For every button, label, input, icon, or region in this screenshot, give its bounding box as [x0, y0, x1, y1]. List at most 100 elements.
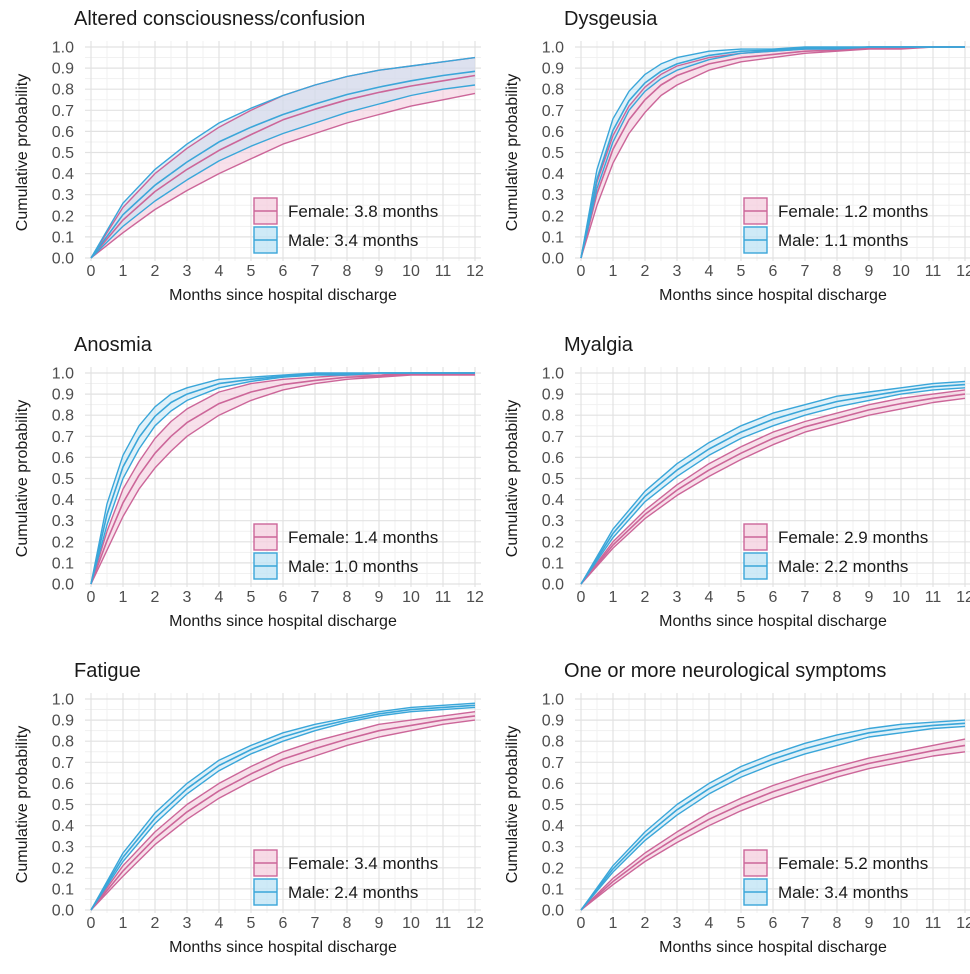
band-upper-line [580, 719, 966, 911]
y-tick-label: 0.7 [542, 429, 564, 446]
y-tick-label: 0.9 [52, 387, 74, 404]
x-tick-label: 1 [119, 915, 128, 932]
y-tick-label: 1.0 [542, 366, 564, 383]
y-tick-label: 0.0 [52, 577, 74, 594]
series-line [580, 744, 966, 911]
confidence-band [91, 57, 475, 258]
x-tick-label: 6 [279, 589, 288, 606]
legend-item: Female: 1.2 months [743, 197, 928, 225]
chart-title: Dysgeusia [564, 8, 658, 30]
x-tick-label: 3 [673, 915, 682, 932]
y-tick-label: 0.1 [52, 229, 74, 246]
x-tick-label: 9 [375, 263, 384, 280]
x-tick-label: 5 [737, 263, 746, 280]
y-tick-label: 1.0 [542, 40, 564, 57]
y-tick-label: 0.2 [542, 860, 564, 877]
x-tick-label: 8 [343, 263, 352, 280]
x-tick-label: 8 [833, 263, 842, 280]
x-tick-label: 5 [737, 915, 746, 932]
band-lower-line [580, 725, 966, 911]
series-line [90, 74, 476, 259]
x-tick-label: 1 [609, 263, 618, 280]
x-tick-label: 8 [343, 915, 352, 932]
x-axis-label: Months since hospital discharge [169, 287, 397, 304]
y-tick-label: 0.4 [542, 818, 564, 835]
x-tick-label: 7 [311, 589, 320, 606]
series-line [580, 393, 966, 585]
chart-panel: 0 1 2 3 4 5 6 7 8 9 10 11 120.00.10.20.30.40.50.60.7… [14, 660, 484, 956]
chart-panel: 0 1 2 3 4 5 6 7 8 9 10 11 120.00.10.20.30.40.50.60.7… [504, 334, 970, 630]
x-tick-label: 3 [673, 263, 682, 280]
chart-title: Anosmia [74, 334, 153, 356]
legend-item: Male: 2.2 months [743, 552, 908, 580]
band-upper-line [580, 380, 966, 585]
y-tick-label: 0.7 [52, 429, 74, 446]
series-line [90, 704, 476, 911]
legend-item: Male: 1.0 months [253, 552, 418, 580]
x-tick-label: 3 [183, 915, 192, 932]
x-tick-label: 2 [641, 589, 650, 606]
y-tick-label: 0.5 [52, 797, 74, 814]
x-tick-label: 6 [769, 263, 778, 280]
x-tick-label: 1 [119, 263, 128, 280]
y-tick-label: 0.4 [542, 492, 564, 509]
x-tick-label: 0 [577, 915, 586, 932]
y-tick-label: 0.1 [52, 881, 74, 898]
y-tick-label: 0.6 [52, 124, 74, 141]
band-lower-line [580, 751, 966, 911]
x-tick-label: 4 [215, 915, 224, 932]
x-tick-label: 6 [279, 263, 288, 280]
x-tick-label: 5 [737, 589, 746, 606]
legend-item: Female: 3.8 months [253, 197, 438, 225]
x-tick-label: 2 [151, 589, 160, 606]
x-tick-label: 10 [402, 915, 420, 932]
x-tick-label: 0 [577, 589, 586, 606]
series-line [580, 722, 966, 911]
x-tick-label: 4 [705, 915, 714, 932]
x-tick-label: 9 [865, 915, 874, 932]
y-tick-label: 0.9 [542, 713, 564, 730]
x-tick-label: 3 [673, 589, 682, 606]
x-tick-label: 11 [435, 263, 452, 280]
x-tick-label: 6 [769, 589, 778, 606]
series-line [580, 46, 965, 259]
y-tick-label: 0.2 [52, 860, 74, 877]
x-tick-label: 9 [375, 915, 384, 932]
legend-item: Female: 2.9 months [743, 523, 928, 551]
x-tick-label: 2 [641, 263, 650, 280]
y-tick-label: 0.1 [542, 229, 564, 246]
x-tick-label: 12 [466, 263, 484, 280]
y-tick-label: 0.6 [52, 776, 74, 793]
x-tick-label: 9 [865, 589, 874, 606]
y-tick-label: 0.8 [52, 408, 74, 425]
legend-label: Female: 1.4 months [288, 528, 438, 547]
x-tick-label: 4 [705, 589, 714, 606]
y-tick-label: 0.3 [52, 839, 74, 856]
chart-panel: 0 1 2 3 4 5 6 7 8 9 10 11 120.00.10.20.30.40.50.60.7… [14, 334, 484, 630]
y-tick-label: 0.3 [542, 839, 564, 856]
confidence-band [91, 373, 475, 584]
x-axis-label: Months since hospital discharge [659, 613, 887, 630]
y-tick-label: 0.5 [542, 797, 564, 814]
x-tick-label: 8 [833, 589, 842, 606]
y-tick-label: 0.2 [52, 534, 74, 551]
x-tick-label: 7 [801, 915, 810, 932]
y-tick-label: 0.1 [542, 555, 564, 572]
x-tick-label: 9 [865, 263, 874, 280]
y-axis-label: Cumulative probability [504, 400, 521, 557]
x-tick-label: 5 [247, 589, 256, 606]
x-tick-label: 12 [466, 589, 484, 606]
legend-item: Male: 1.1 months [743, 226, 908, 254]
series-line [90, 372, 475, 585]
x-tick-label: 2 [151, 915, 160, 932]
band-upper-line [90, 56, 476, 259]
y-tick-label: 1.0 [542, 692, 564, 709]
legend-label: Male: 3.4 months [288, 231, 418, 250]
y-tick-label: 0.7 [52, 755, 74, 772]
band-upper-line [90, 372, 475, 585]
legend-label: Female: 3.4 months [288, 854, 438, 873]
y-tick-label: 0.9 [542, 61, 564, 78]
y-tick-label: 0.0 [52, 251, 74, 268]
y-tick-label: 0.1 [542, 881, 564, 898]
legend-label: Female: 3.8 months [288, 202, 438, 221]
